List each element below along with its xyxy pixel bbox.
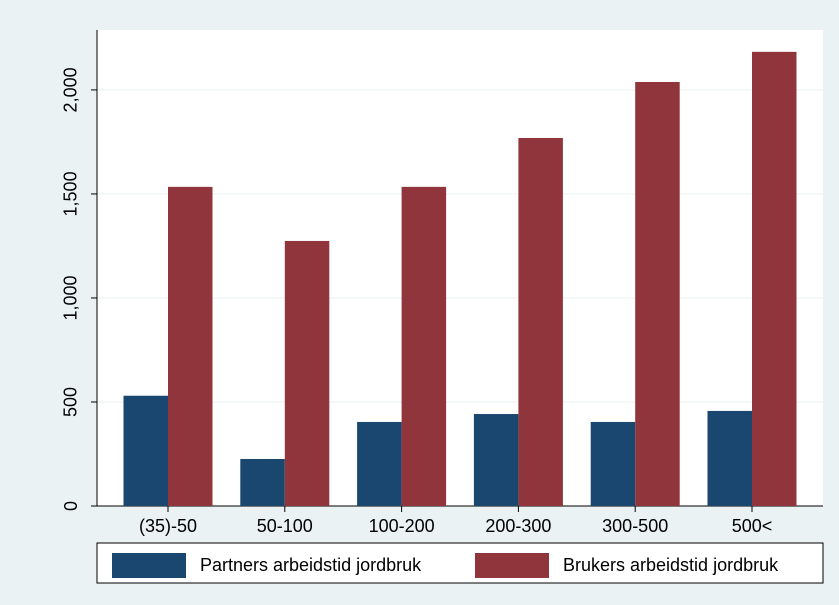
x-tick-label: 100-200 [369,516,435,536]
bar [240,458,285,506]
x-tick-label: 50-100 [257,516,313,536]
bar [168,186,213,506]
y-tick-label: 2,000 [61,67,81,112]
legend-swatch [112,553,186,578]
y-tick-label: 1,500 [61,171,81,216]
legend-swatch [475,553,549,578]
bar [707,410,752,506]
bar [123,395,168,506]
legend-box [96,542,824,584]
bar [401,186,447,506]
x-tick-label: 300-500 [602,516,668,536]
bar [473,414,519,506]
legend-label: Brukers arbeidstid jordbruk [563,555,779,575]
y-tick-label: 0 [61,501,81,511]
bar [590,421,636,506]
x-tick-label: 500< [732,516,773,536]
bar [284,240,330,507]
x-tick-label: 200-300 [485,516,551,536]
bar [752,51,797,506]
x-tick-label: (35)-50 [139,516,197,536]
bar [518,137,563,507]
y-tick-label: 1,000 [61,275,81,320]
bar [635,82,680,506]
plot-area [97,30,823,506]
legend-label: Partners arbeidstid jordbruk [200,555,422,575]
y-tick-label: 500 [61,387,81,417]
bar [357,421,402,506]
